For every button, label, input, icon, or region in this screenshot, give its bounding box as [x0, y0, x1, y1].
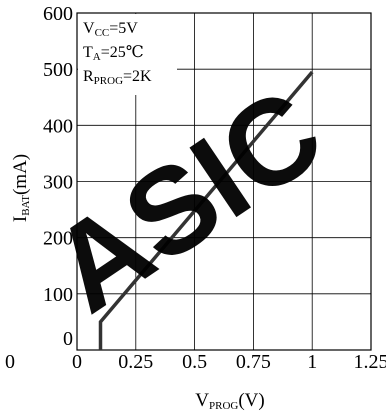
y-tick-label: 600 — [43, 3, 73, 25]
condition-main: T — [83, 44, 93, 61]
condition-main: V — [83, 20, 95, 37]
x-tick-label: 1.25 — [354, 351, 386, 373]
x-tick-label: 0.5 — [182, 351, 207, 373]
x-tick-labels: 0 0.25 0.5 0.75 1 1.25 — [72, 351, 386, 373]
stray-x-label: 0 — [5, 351, 15, 373]
y-tick-label: 300 — [43, 172, 73, 194]
y-axis-label-tail: (mA) — [10, 154, 31, 195]
x-axis-label-sub: PROG — [209, 400, 238, 412]
condition-sub: PROG — [94, 75, 123, 87]
condition-line: TA=25℃ — [83, 44, 144, 63]
y-axis-label: IBAT(mA) — [10, 154, 32, 222]
condition-sub: A — [93, 51, 101, 63]
conditions-box — [78, 14, 177, 95]
y-tick-label: 500 — [43, 59, 73, 81]
condition-line: VCC=5V — [83, 20, 138, 39]
x-axis-label-main: V — [195, 390, 209, 411]
condition-tail: =2K — [123, 68, 152, 85]
x-axis-label: VPROG(V) — [195, 390, 264, 412]
series-line — [98, 70, 314, 350]
x-tick-label: 1 — [307, 351, 317, 373]
condition-tail: =25℃ — [101, 44, 144, 61]
y-tick-label: 400 — [43, 115, 73, 137]
y-axis-label-sub: BAT — [20, 195, 32, 216]
x-tick-label: 0 — [72, 351, 82, 373]
plot-frame — [76, 12, 372, 351]
y-tick-label: 100 — [43, 284, 73, 306]
y-tick-label: 0 — [63, 328, 73, 350]
x-tick-label: 0.75 — [236, 351, 271, 373]
x-tick-label: 0.25 — [118, 351, 153, 373]
condition-line: RPROG=2K — [83, 68, 152, 87]
x-axis-label-tail: (V) — [238, 390, 264, 411]
y-tick-label: 200 — [43, 228, 73, 250]
watermark-text: ASIC — [28, 62, 346, 338]
condition-sub: CC — [95, 27, 110, 39]
y-tick-labels: 0 100 200 300 400 500 600 — [43, 3, 73, 350]
series-group — [98, 70, 314, 350]
condition-tail: =5V — [109, 20, 138, 37]
test-conditions: VCC=5V TA=25℃ RPROG=2K — [83, 20, 152, 87]
condition-main: R — [83, 68, 94, 85]
y-axis-label-main: I — [10, 216, 31, 222]
